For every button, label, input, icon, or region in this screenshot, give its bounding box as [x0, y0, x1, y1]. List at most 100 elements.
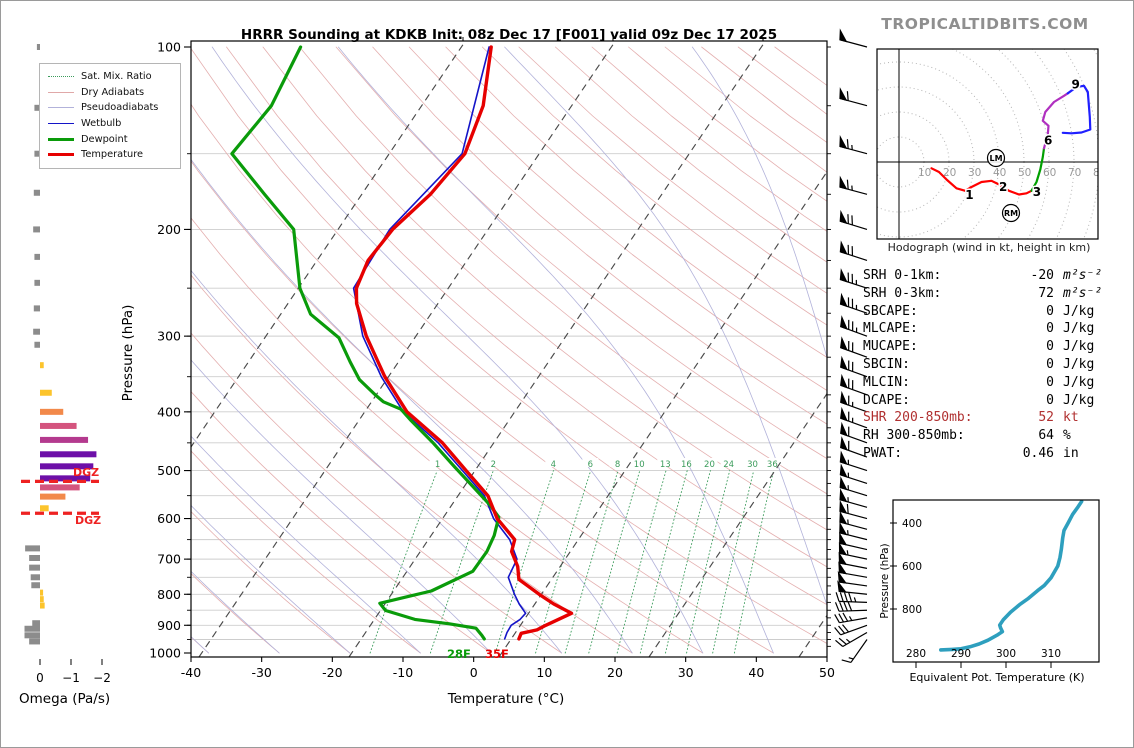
thetae-x-tick-label: 300 — [996, 648, 1016, 660]
wind-barb — [840, 390, 868, 413]
barb-pennant — [838, 541, 848, 556]
wind-barb — [840, 421, 868, 444]
legend-item-label: Pseudoadiabats — [81, 102, 159, 114]
hodograph-ring-label: 50 — [1018, 167, 1031, 179]
wind-barb — [837, 580, 868, 595]
omega-bar — [31, 582, 40, 589]
index-label: PWAT: — [863, 445, 903, 461]
index-unit: J/kg — [1063, 392, 1095, 408]
barb-pennant — [839, 521, 848, 536]
hodograph-ring-label: 40 — [993, 167, 1006, 179]
barb-full — [842, 612, 849, 622]
omega-bar — [24, 625, 40, 632]
thetae-x-tick-label: 310 — [1041, 648, 1061, 660]
barb-pennant — [840, 406, 848, 422]
hodograph-frame — [876, 48, 1099, 240]
omega-bar — [30, 574, 40, 581]
barb-full — [847, 601, 853, 611]
temperature-tick-label: 30 — [678, 665, 694, 680]
barb-full — [838, 613, 845, 623]
pseudoadiabat-line — [504, 46, 827, 607]
mixing-ratio-label: 20 — [704, 460, 715, 470]
index-row: RH 300-850mb: 64% — [863, 427, 1121, 445]
pressure-tick-label: 800 — [157, 587, 181, 602]
wind-barb — [838, 541, 868, 560]
barb-pennant — [839, 510, 848, 525]
omega-bar — [33, 328, 40, 335]
wind-barb — [838, 561, 868, 578]
wind-barb — [839, 463, 868, 484]
temperature-tick-label: -30 — [251, 665, 271, 680]
index-label: DCAPE: — [863, 392, 910, 408]
dry-adiabat-line — [445, 46, 827, 358]
thetae-x-tick-label: 280 — [906, 648, 926, 660]
barb-full — [842, 624, 850, 633]
temperature-axis-label: Temperature (°C) — [447, 691, 565, 707]
thetae-x-tick-label: 290 — [951, 648, 971, 660]
pressure-tick-label: 1000 — [149, 646, 181, 661]
index-row: MLCIN: 0 J/kg — [863, 374, 1121, 392]
storm-motion-label: RM — [1004, 209, 1018, 218]
wind-barb — [840, 436, 868, 458]
wind-barb — [837, 570, 868, 587]
dry-adiabat-line — [262, 46, 827, 531]
legend-item: Dewpoint — [48, 131, 172, 147]
thetae-frame — [892, 499, 1100, 663]
barb-full — [846, 139, 849, 149]
omega-bar — [36, 44, 40, 50]
mixing-ratio-label-bg — [429, 458, 446, 467]
barb-full — [846, 503, 849, 514]
barb-pennant — [839, 175, 848, 190]
mixing-ratio-label-bg — [609, 458, 626, 467]
barb-full — [848, 592, 853, 603]
omega-bar — [33, 305, 40, 312]
pseudoadiabat-line — [191, 359, 492, 654]
omega-bar — [29, 554, 40, 561]
thetae-y-axis-label: Pressure (hPa) — [879, 543, 891, 619]
brand-watermark: TROPICALTIDBITS.COM — [881, 15, 1089, 33]
mixing-ratio-label: 6 — [588, 460, 593, 470]
hodograph-height-label: 9 — [1072, 77, 1080, 91]
wetbulb-line-sample — [48, 123, 74, 125]
dry-adiabat-line — [299, 46, 827, 495]
mixing-ratio-label-bg — [764, 458, 781, 467]
index-unit: J/kg — [1063, 339, 1095, 355]
barb-full — [834, 602, 840, 612]
hodograph-trace-3 — [1061, 84, 1092, 135]
wind-barb — [834, 601, 868, 612]
hodograph-height-label: 3 — [1033, 185, 1041, 199]
omega-bar — [40, 505, 49, 512]
pressure-tick-label: 700 — [157, 552, 181, 567]
index-value: 0 — [1046, 392, 1054, 408]
mixing-ratio-label-bg — [657, 458, 674, 467]
hodograph-panel: 10 20 30 40 50 60 70 80 LM RM 1 2 3 6 9 — [877, 49, 1098, 239]
index-unit: in — [1063, 445, 1079, 461]
isotherm-dashed-line — [348, 41, 766, 657]
pressure-tick-label: 500 — [157, 463, 181, 478]
dry-adiabat-line — [191, 160, 774, 654]
thetae-x-axis-label: Equivalent Pot. Temperature (K) — [909, 671, 1085, 684]
hodograph-ring-label: 10 — [918, 167, 931, 179]
index-unit: J/kg — [1063, 303, 1095, 319]
omega-bar — [40, 422, 77, 429]
hodograph-ring-label: 30 — [968, 167, 981, 179]
mixing-ratio-line — [429, 470, 494, 654]
index-label: SRH 0-3km: — [863, 285, 942, 301]
mixing-ratio-line — [588, 470, 641, 654]
skewt-background: 1 2 4 6 8 10 13 16 20 24 30 36 — [191, 41, 827, 657]
barb-full — [838, 637, 847, 645]
barb-half — [853, 597, 857, 603]
index-row: SRH 0-1km: -20 m²s⁻² — [863, 267, 1121, 285]
legend-item-label: Temperature — [81, 149, 144, 161]
legend-item: Wetbulb — [48, 116, 172, 132]
barb-full — [846, 179, 849, 190]
omega-bar — [34, 279, 40, 286]
legend-item: Dry Adiabats — [48, 85, 172, 101]
index-label: MLCAPE: — [863, 321, 918, 337]
barb-full — [835, 592, 840, 602]
dry-adiabat-line — [191, 573, 280, 654]
temperature-tick-label: 10 — [536, 665, 552, 680]
barb-full — [843, 601, 848, 612]
